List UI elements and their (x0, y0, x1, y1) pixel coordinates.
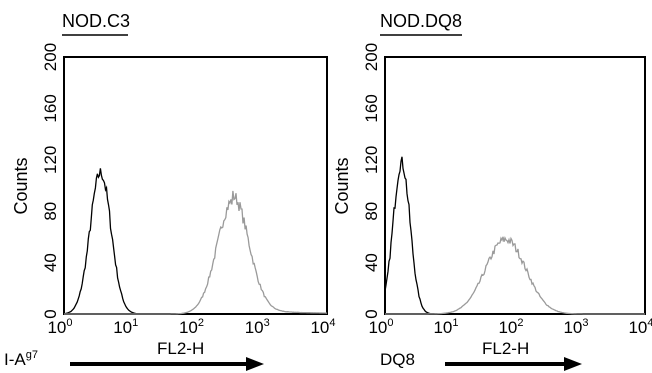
y-tick-label: 120 (41, 146, 60, 174)
x-tick-label: 103 (245, 317, 270, 337)
x-tick-labels: 100 101 102 103 104 (47, 317, 335, 337)
panel-title: NOD.C3 (62, 11, 130, 31)
y-tick-label: 0 (362, 309, 381, 318)
y-tick-label: 80 (362, 202, 381, 221)
y-tick-label: 200 (41, 43, 60, 71)
stained-histogram-line (64, 190, 327, 315)
y-tick-labels: 0 40 80 120 160 200 (41, 43, 60, 319)
x-tick-label: 102 (179, 317, 204, 337)
y-tick-label: 0 (41, 309, 60, 318)
x-tick-label: 100 (368, 317, 393, 337)
x-tick-label: 100 (47, 317, 72, 337)
x-tick-label: 101 (433, 317, 458, 337)
x-axis-label: FL2-H (482, 339, 529, 358)
x-tick-label: 104 (310, 317, 335, 337)
marker-label: I-Ag7 (4, 349, 38, 369)
y-tick-label: 120 (362, 146, 381, 174)
y-axis-label: Counts (11, 157, 31, 214)
histograms (63, 168, 327, 315)
y-tick-label: 160 (362, 94, 381, 122)
x-tick-labels: 100 101 102 103 104 (368, 317, 652, 337)
x-tick-label: 101 (113, 317, 138, 337)
arrow-icon (445, 357, 582, 371)
x-tick-label: 103 (563, 317, 588, 337)
y-tick-labels: 0 40 80 120 160 200 (362, 43, 381, 319)
y-axis-label: Counts (332, 157, 352, 214)
y-tick-label: 40 (362, 253, 381, 272)
stained-histogram-line (385, 235, 645, 315)
control-histogram-line (384, 156, 645, 315)
y-tick-label: 80 (41, 202, 60, 221)
control-histogram-line (63, 168, 327, 315)
x-tick-label: 104 (628, 317, 652, 337)
plot-frame (384, 56, 646, 315)
marker-label: DQ8 (380, 350, 415, 369)
panel-title: NOD.DQ8 (380, 11, 462, 31)
x-axis-label: FL2-H (157, 339, 204, 358)
y-tick-label: 160 (41, 94, 60, 122)
plot-frame (63, 56, 328, 315)
y-tick-label: 40 (41, 253, 60, 272)
x-tick-label: 102 (498, 317, 523, 337)
y-tick-label: 200 (362, 43, 381, 71)
histograms (384, 156, 645, 315)
arrow-icon (70, 357, 264, 371)
